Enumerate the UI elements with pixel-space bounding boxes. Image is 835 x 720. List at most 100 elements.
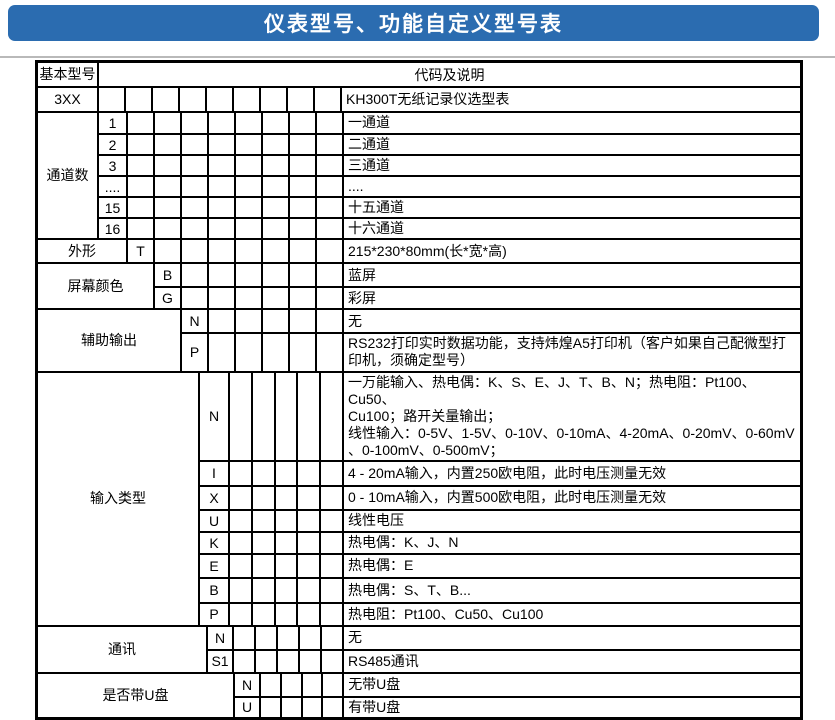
empty-cell	[256, 650, 278, 672]
empty-cell	[282, 697, 303, 718]
table-row: P RS232打印实时数据功能，支持炜煌A5打印机（客户如果自己配微型打印机，须确…	[182, 332, 800, 371]
empty-cell	[303, 697, 324, 718]
description-cell: 二通道	[348, 136, 390, 152]
empty-cell	[300, 626, 322, 649]
empty-cell	[317, 334, 344, 371]
description-cell: 一通道	[348, 114, 390, 131]
empty-cell	[263, 219, 290, 239]
table-row: U 有带U盘	[235, 695, 800, 718]
empty-cell	[182, 240, 209, 263]
empty-cell	[276, 372, 299, 460]
empty-cell	[317, 310, 344, 333]
empty-cell	[209, 198, 236, 218]
table-section-usb-disk: 是否带U盘 N 无带U盘 U 有带U盘	[38, 671, 800, 718]
empty-cell	[99, 88, 126, 111]
code-cell: G	[155, 288, 182, 309]
table-section-channel-count: 通道数 1 一通道 2 二通道 3 三通道........ 15 十五通道 16 十六通道	[38, 111, 800, 239]
description-cell: 0 - 10mA输入，内置500欧电阻，此时电压测量无效	[347, 489, 667, 506]
section-rows-communication: N 无 S1 RS485通讯	[208, 626, 800, 672]
empty-cell	[290, 135, 317, 155]
empty-cell	[290, 240, 317, 263]
empty-cell	[317, 219, 344, 239]
empty-cell	[323, 673, 345, 696]
empty-cell	[321, 554, 344, 577]
description-cell: 热电阻：Pt100、Cu50、Cu100	[347, 605, 544, 622]
empty-cell	[155, 156, 182, 176]
table-section-shape: 外形 T 215*230*80mm(长*宽*高)	[38, 238, 800, 263]
table-row: N 无带U盘	[235, 673, 800, 696]
code-cell: X	[200, 486, 230, 509]
description-cell: 4 - 20mA输入，内置250欧电阻，此时电压测量无效	[347, 464, 667, 481]
empty-cell	[207, 88, 234, 111]
empty-cell	[263, 135, 290, 155]
empty-cell	[321, 578, 344, 602]
empty-cell	[315, 88, 342, 111]
empty-cell	[236, 310, 263, 333]
empty-cell	[298, 603, 322, 625]
table-section-aux-output: 辅助输出 N 无 P RS232打印实时数据功能，支持炜煌A5打印机（客户如果自己配微型…	[38, 308, 800, 371]
code-cell: N	[208, 626, 234, 649]
code-cell: E	[200, 554, 230, 577]
code-cell: 15	[99, 198, 128, 218]
empty-cell	[128, 177, 155, 197]
empty-cell	[155, 240, 182, 263]
empty-cell	[253, 372, 276, 460]
code-cell: 1	[99, 113, 128, 133]
table-section-communication: 通讯 N 无 S1 RS485通讯	[38, 624, 800, 672]
page-title-banner: 仪表型号、功能自定义型号表	[8, 5, 819, 41]
empty-cell	[230, 554, 253, 577]
empty-cell	[230, 532, 253, 553]
code-cell: U	[200, 510, 230, 531]
empty-cell	[128, 198, 155, 218]
table-row: X 0 - 10mA输入，内置500欧电阻，此时电压测量无效	[200, 484, 800, 509]
empty-cell	[182, 219, 209, 239]
empty-cell	[236, 240, 263, 263]
empty-cell	[263, 264, 290, 287]
code-cell: 2	[99, 135, 128, 155]
empty-cell	[321, 603, 344, 625]
code-cell: U	[235, 697, 261, 718]
description-cell: 有带U盘	[348, 698, 401, 715]
empty-cell	[236, 198, 263, 218]
table-row: T 215*230*80mm(长*宽*高)	[128, 240, 800, 263]
table-row: 2 二通道	[99, 133, 800, 155]
description-cell: 十五通道	[348, 199, 404, 216]
empty-cell	[236, 113, 263, 133]
code-cell: I	[200, 461, 230, 485]
table-row: K 热电偶：K、J、N	[200, 530, 800, 553]
description-cell: 无	[348, 312, 362, 329]
empty-cell	[182, 264, 209, 287]
empty-cell	[321, 532, 344, 553]
table-row: S1 RS485通讯	[208, 648, 800, 672]
model-selection-table: 基本型号 代码及说明 3XX KH300T无纸记录仪选型表 通道数 1 一通道 2 二通道 3…	[35, 60, 803, 720]
empty-cell	[230, 372, 253, 460]
empty-cell	[236, 135, 263, 155]
empty-cell	[182, 135, 209, 155]
empty-cell	[155, 219, 182, 239]
empty-cell	[209, 156, 236, 176]
empty-cell	[230, 578, 253, 602]
empty-cell	[263, 156, 290, 176]
section-label-usb-disk: 是否带U盘	[38, 673, 235, 718]
table-row: I 4 - 20mA输入，内置250欧电阻，此时电压测量无效	[200, 459, 800, 485]
table-row: 1 一通道	[99, 113, 800, 133]
empty-cell	[209, 177, 236, 197]
section-rows-screen-color: B 蓝屏 G 彩屏	[155, 264, 800, 309]
section-rows-aux-output: N 无 P RS232打印实时数据功能，支持炜煌A5打印机（客户如果自己配微型打印机，…	[182, 310, 800, 371]
code-cell: N	[200, 372, 230, 460]
description-cell: 彩屏	[348, 289, 376, 306]
empty-cell	[209, 334, 236, 371]
empty-cell	[290, 198, 317, 218]
empty-cell	[263, 310, 290, 333]
empty-cell	[182, 156, 209, 176]
section-label-communication: 通讯	[38, 626, 208, 672]
empty-cell	[317, 264, 344, 287]
section-rows-usb-disk: N 无带U盘 U 有带U盘	[235, 673, 800, 718]
section-rows-base-model: KH300T无纸记录仪选型表	[99, 88, 800, 111]
description-cell: 十六通道	[348, 220, 404, 237]
table-row: 3 三通道	[99, 154, 800, 176]
empty-cell	[276, 486, 299, 509]
empty-cell	[253, 510, 276, 531]
empty-cell	[321, 486, 344, 509]
